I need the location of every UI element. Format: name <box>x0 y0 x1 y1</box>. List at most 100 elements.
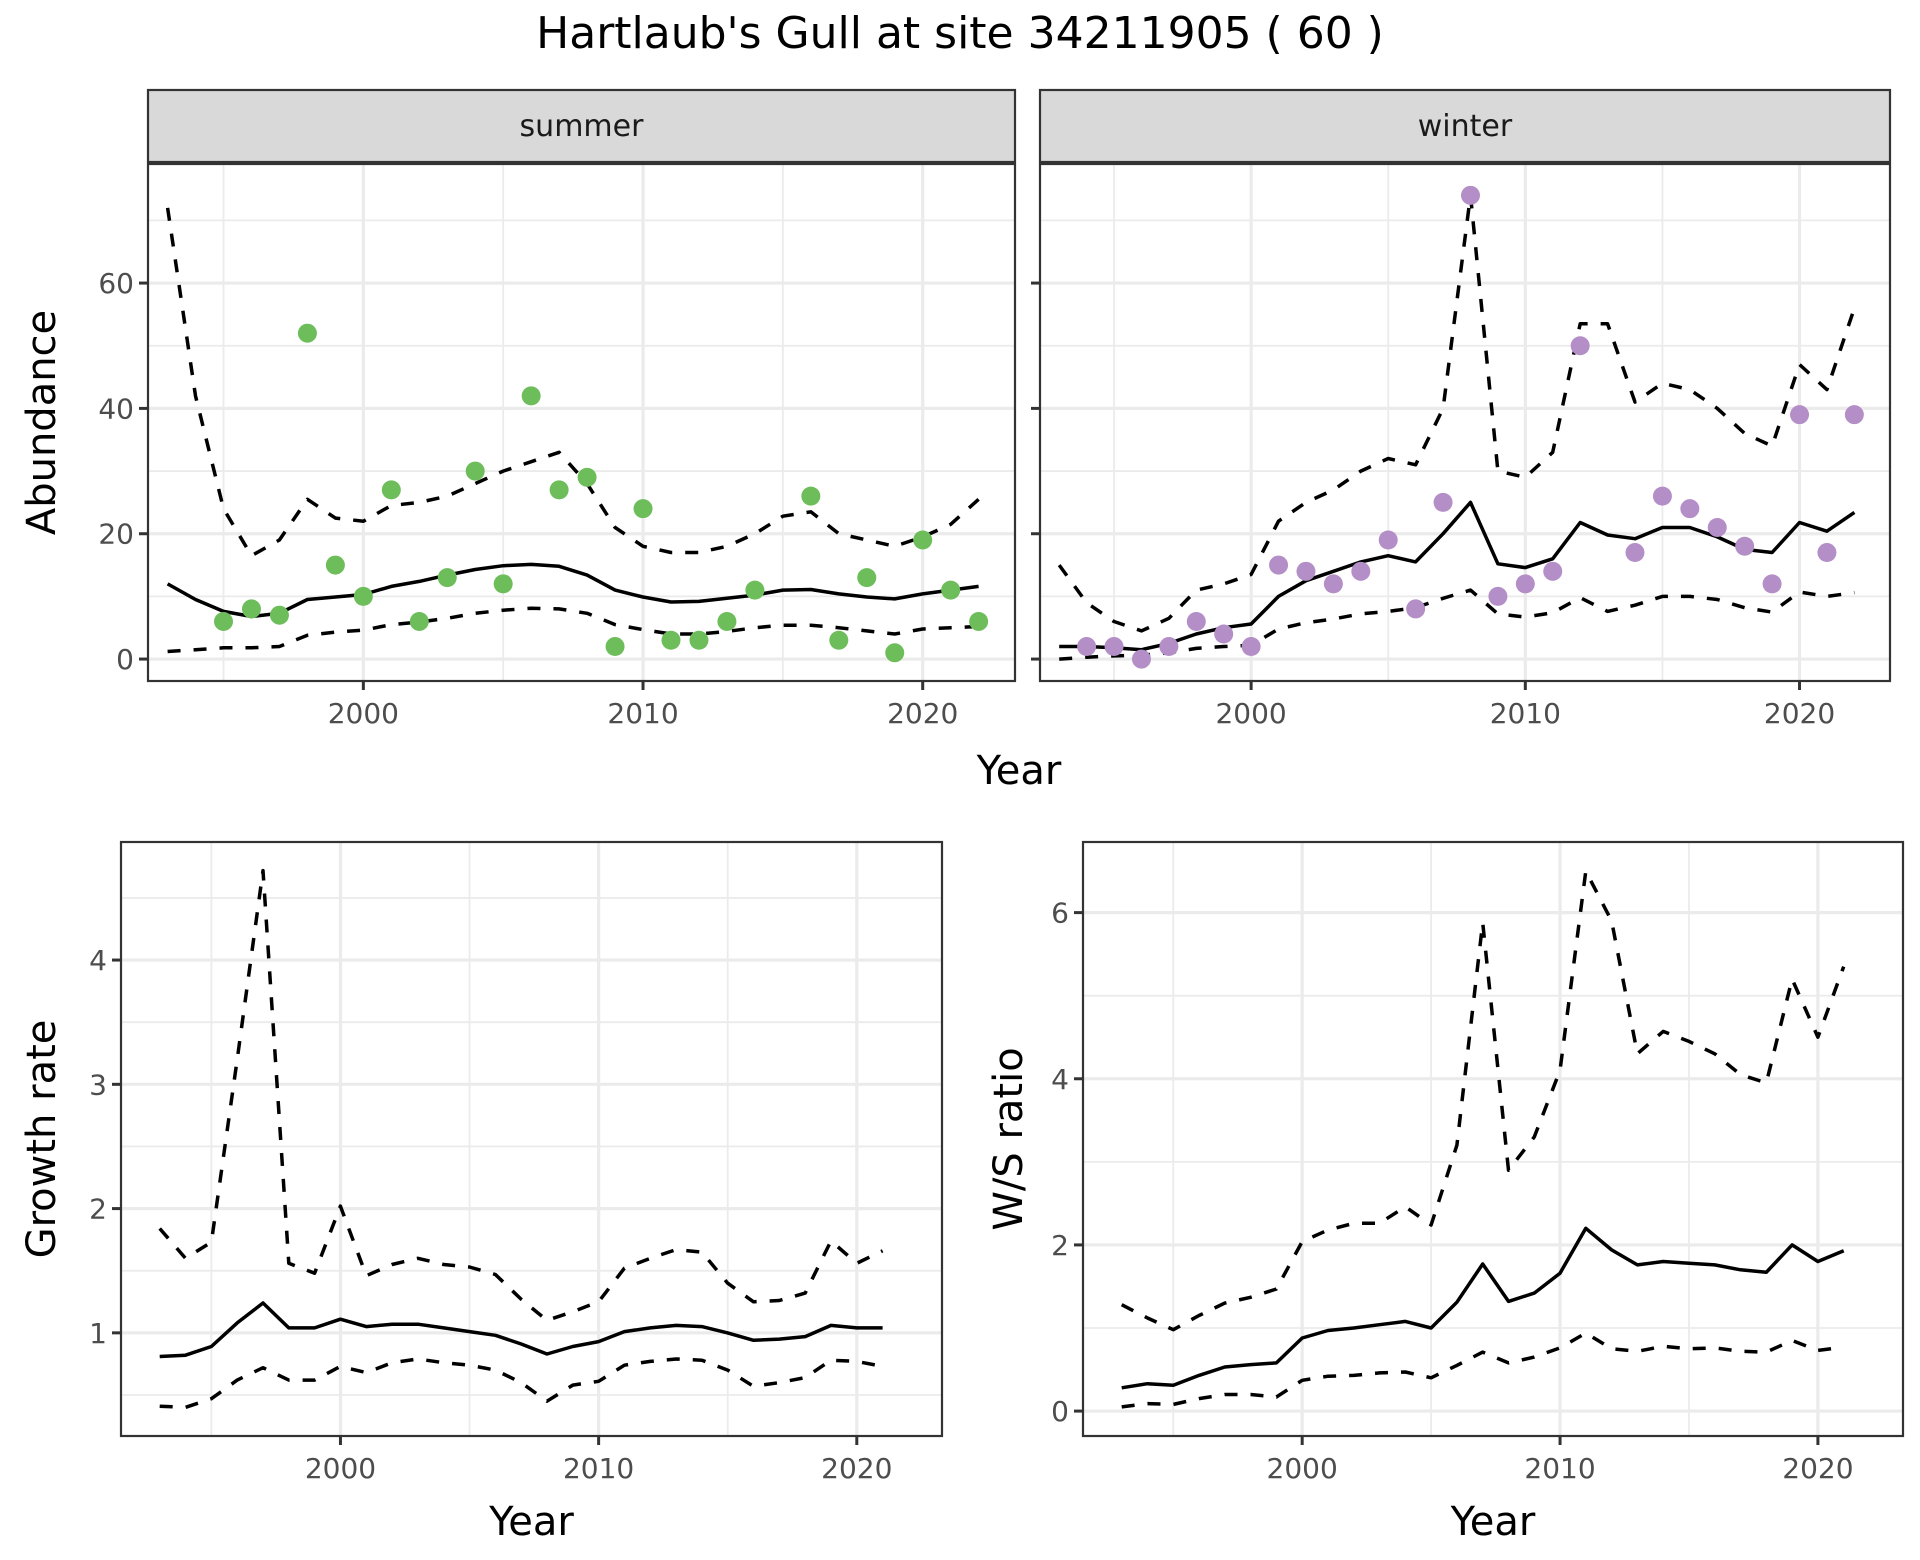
winter-x-tick-label: 2010 <box>1490 697 1561 730</box>
summer-x-tick-label: 2000 <box>328 697 399 730</box>
winter-data-point <box>1570 336 1590 356</box>
summer-y-tick-label: 20 <box>98 518 134 551</box>
winter-data-point <box>1131 649 1151 669</box>
summer-plot-area <box>148 164 1015 681</box>
summer-series-lower-line <box>167 606 979 654</box>
winter-panel-border <box>1038 162 1892 683</box>
growth-series-upper-line <box>158 868 884 1323</box>
summer-data-point <box>465 461 485 481</box>
summer-data-point <box>969 611 989 631</box>
summer-data-point <box>409 611 429 631</box>
summer-data-point <box>521 386 541 406</box>
summer-data-point <box>689 630 709 650</box>
winter-data-point <box>1378 530 1398 550</box>
summer-data-point <box>493 574 513 594</box>
summer-data-point <box>241 599 261 619</box>
growth-x-tick-label: 2000 <box>305 1452 376 1485</box>
winter-data-point <box>1159 637 1179 657</box>
ws-ratio-y-tick-label: 0 <box>1051 1395 1069 1428</box>
winter-data-point <box>1515 574 1535 594</box>
ws-ratio-series-lower-line <box>1121 1331 1844 1409</box>
summer-series-fit-line <box>166 562 979 619</box>
summer-data-point <box>269 605 289 625</box>
winter-x-tick-label: 2000 <box>1215 697 1286 730</box>
winter-data-point <box>1406 599 1426 619</box>
ws-ratio-plot-area <box>1083 842 1903 1436</box>
summer-x-tick-label: 2020 <box>887 697 958 730</box>
winter-data-point <box>1186 611 1206 631</box>
abundance-y-axis-title: Abundance <box>19 310 65 535</box>
ws-ratio-panel-border <box>1081 840 1905 1438</box>
ws-ratio-x-tick-label: 2020 <box>1782 1452 1853 1485</box>
winter-data-point <box>1296 561 1316 581</box>
winter-data-point <box>1707 517 1727 537</box>
summer-data-point <box>297 323 317 343</box>
summer-data-point <box>661 630 681 650</box>
summer-panel-border <box>146 162 1017 683</box>
growth-y-tick-label: 1 <box>89 1317 107 1350</box>
growth-y-tick-label: 3 <box>89 1068 107 1101</box>
summer-y-tick-label: 40 <box>98 392 134 425</box>
winter-data-point <box>1652 486 1672 506</box>
winter-data-point <box>1844 405 1864 425</box>
ws-ratio-x-tick-label: 2000 <box>1267 1452 1338 1485</box>
growth-x-tick-label: 2010 <box>563 1452 634 1485</box>
winter-series-lower-line <box>1059 588 1855 661</box>
summer-y-tick-label: 60 <box>98 267 134 300</box>
ws-ratio-series-upper-line <box>1120 869 1846 1332</box>
winter-data-point <box>1817 543 1837 563</box>
winter-series-fit-line <box>1059 500 1856 652</box>
winter-data-point <box>1460 185 1480 205</box>
summer-data-point <box>857 568 877 588</box>
winter-facet-strip <box>1038 88 1892 164</box>
winter-data-point <box>1543 561 1563 581</box>
ws-ratio-x-axis-title: Year <box>1450 1499 1536 1545</box>
growth-x-axis-title: Year <box>488 1499 574 1545</box>
ws-ratio-series-fit-line <box>1121 1226 1845 1390</box>
winter-data-point <box>1762 574 1782 594</box>
winter-data-point <box>1269 555 1289 575</box>
winter-x-tick-label: 2020 <box>1764 697 1835 730</box>
growth-x-tick-label: 2020 <box>821 1452 892 1485</box>
winter-data-point <box>1323 574 1343 594</box>
winter-series-upper-line <box>1057 193 1857 633</box>
summer-data-point <box>913 530 933 550</box>
ws-ratio-x-tick-label: 2010 <box>1524 1452 1595 1485</box>
summer-data-point <box>801 486 821 506</box>
winter-facet-label: winter <box>1418 109 1513 144</box>
summer-data-point <box>605 637 625 657</box>
growth-y-axis-title: Growth rate <box>19 1020 65 1259</box>
summer-data-point <box>353 586 373 606</box>
summer-data-point <box>437 568 457 588</box>
ws-ratio-y-tick-label: 6 <box>1051 897 1069 930</box>
winter-data-point <box>1077 637 1097 657</box>
winter-data-point <box>1735 536 1755 556</box>
summer-data-point <box>549 480 569 500</box>
winter-data-point <box>1241 637 1261 657</box>
chart-title: Hartlaub's Gull at site 34211905 ( 60 ) <box>536 8 1384 59</box>
ws-ratio-y-axis-title: W/S ratio <box>986 1047 1032 1230</box>
growth-y-tick-label: 4 <box>89 944 107 977</box>
growth-panel-border <box>119 840 944 1438</box>
growth-y-tick-label: 2 <box>89 1193 107 1226</box>
winter-data-point <box>1214 624 1234 644</box>
summer-facet-strip <box>146 88 1017 164</box>
summer-facet-label: summer <box>520 109 645 144</box>
summer-data-point <box>885 643 905 663</box>
summer-data-point <box>577 467 597 487</box>
summer-data-point <box>214 611 234 631</box>
summer-data-point <box>829 630 849 650</box>
summer-y-tick-label: 0 <box>116 643 134 676</box>
ws-ratio-y-tick-label: 2 <box>1051 1229 1069 1262</box>
winter-data-point <box>1488 586 1508 606</box>
winter-data-point <box>1104 637 1124 657</box>
growth-series-fit-line <box>159 1301 883 1359</box>
winter-data-point <box>1680 499 1700 519</box>
winter-data-point <box>1790 405 1810 425</box>
summer-x-tick-label: 2010 <box>607 697 678 730</box>
summer-data-point <box>941 580 961 600</box>
growth-series-lower-line <box>159 1357 883 1410</box>
summer-series-upper-line <box>165 207 980 558</box>
abundance-x-axis-title: Year <box>976 748 1062 794</box>
